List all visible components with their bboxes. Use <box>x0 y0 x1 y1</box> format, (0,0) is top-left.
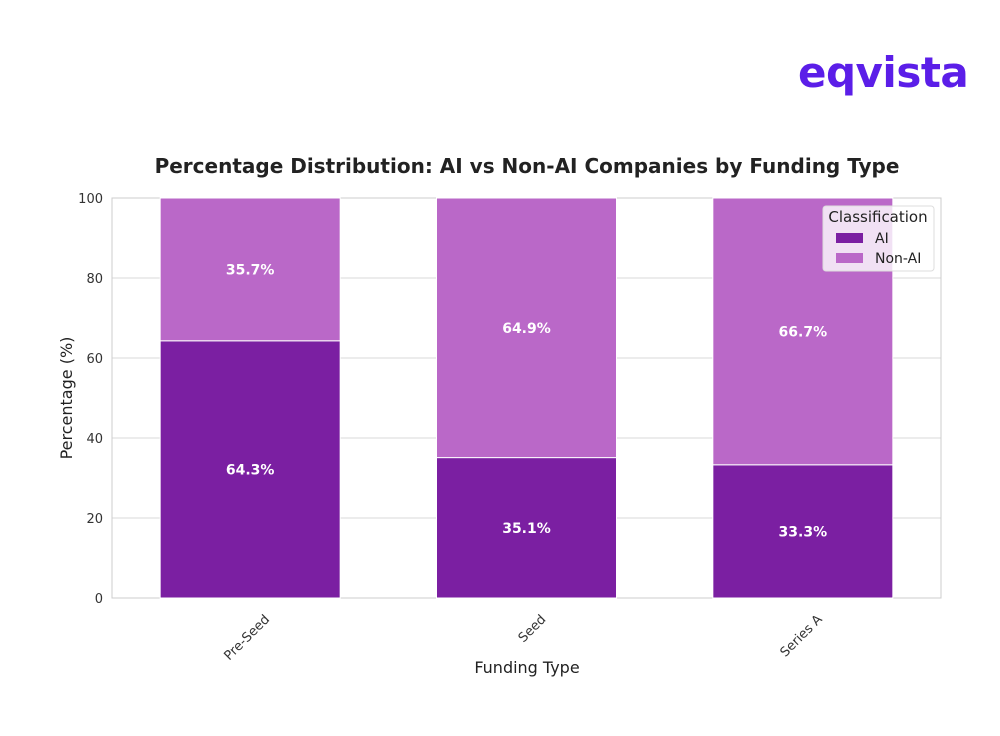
y-tick-label: 80 <box>86 272 103 287</box>
data-label: 66.7% <box>779 324 828 340</box>
legend-label: AI <box>875 231 889 247</box>
data-label: 64.3% <box>226 462 275 478</box>
y-axis-label: Percentage (%) <box>57 337 76 460</box>
y-tick-label: 60 <box>86 352 103 367</box>
bar-ai-series-a <box>712 464 894 599</box>
data-label: 35.7% <box>226 262 275 278</box>
legend-swatch-non-ai <box>836 253 863 263</box>
y-tick-label: 0 <box>95 592 103 607</box>
x-axis-label: Funding Type <box>474 658 579 677</box>
data-label: 35.1% <box>502 521 551 537</box>
bar-ai-pre-seed <box>159 340 341 599</box>
legend-label: Non-AI <box>875 251 921 267</box>
eqvista-logo: eqvista <box>798 48 969 97</box>
y-tick-label: 40 <box>86 432 103 447</box>
y-tick-label: 20 <box>86 512 103 527</box>
y-tick-label: 100 <box>78 192 103 207</box>
data-label: 64.9% <box>502 321 551 337</box>
bar-non-ai-pre-seed <box>159 197 341 342</box>
legend-swatch-ai <box>836 233 863 243</box>
bar-non-ai-seed <box>436 197 617 459</box>
chart-title: Percentage Distribution: AI vs Non-AI Co… <box>155 154 900 178</box>
legend-title: Classification <box>828 208 927 226</box>
x-tick-label: Seed <box>516 612 550 646</box>
x-tick-label: Pre-Seed <box>221 612 273 664</box>
data-label: 33.3% <box>779 524 828 540</box>
x-tick-label: Series A <box>778 612 826 660</box>
